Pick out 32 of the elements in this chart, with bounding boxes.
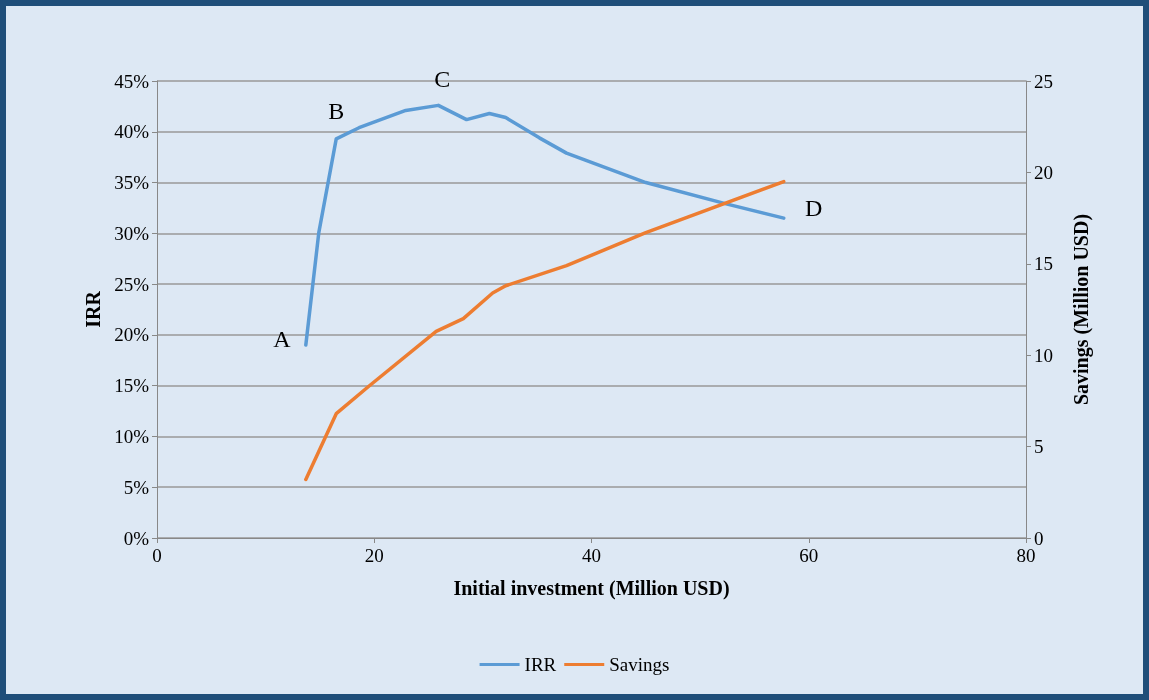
- y2-tick-label: 15: [1034, 253, 1053, 275]
- y-tick-label: 15%: [114, 375, 150, 397]
- y2-tick-label: 5: [1034, 436, 1044, 458]
- line-series: [304, 179, 786, 482]
- legend-label: Savings: [609, 654, 670, 675]
- y-tick-label: 0%: [123, 527, 150, 549]
- x-tick-label: 20: [364, 545, 384, 566]
- annotation: D: [805, 195, 823, 222]
- y2-tick-label: 0: [1034, 527, 1044, 549]
- y2-tick-label: 25: [1034, 70, 1053, 92]
- y-tick-label: 40%: [114, 121, 150, 143]
- y2-axis-title: Savings (Million USD): [1070, 213, 1093, 406]
- y2-tick-label: 20: [1034, 161, 1053, 183]
- y-tick-label: 35%: [114, 172, 150, 194]
- annotation: A: [273, 326, 292, 353]
- y-tick-label: 30%: [114, 222, 150, 244]
- y-tick-label: 20%: [114, 324, 150, 346]
- x-axis-title: Initial investment (Million USD): [453, 577, 730, 600]
- y-tick-label: 45%: [114, 70, 150, 92]
- y-axis-title: IRR: [82, 290, 105, 328]
- x-tick-label: 60: [799, 545, 819, 566]
- line-series: [304, 103, 786, 347]
- annotation: B: [328, 97, 345, 124]
- y2-tick-label: 10: [1034, 344, 1053, 366]
- x-tick-label: 80: [1016, 545, 1036, 566]
- legend-label: IRR: [524, 654, 557, 675]
- annotation: C: [434, 66, 451, 93]
- y-tick-label: 25%: [114, 273, 150, 295]
- x-tick-label: 0: [152, 545, 162, 566]
- y-tick-label: 10%: [114, 425, 150, 447]
- y-tick-label: 5%: [123, 476, 150, 498]
- x-tick-label: 40: [582, 545, 601, 566]
